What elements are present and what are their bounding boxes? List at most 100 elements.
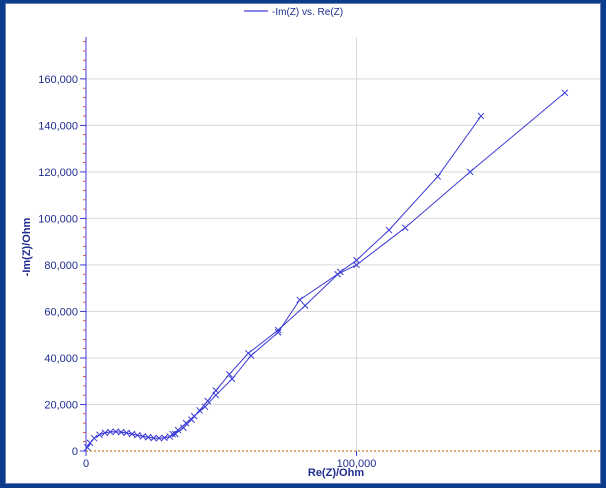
data-point <box>196 406 203 414</box>
data-point <box>150 434 157 442</box>
data-point <box>353 261 360 269</box>
marker-stroke <box>123 429 130 437</box>
marker-stroke <box>196 406 203 414</box>
data-point <box>188 416 195 423</box>
axes: 0 20,000 40,000 60,000 80,000 100,000 120,000 1… <box>38 37 600 470</box>
marker-stroke <box>128 430 136 438</box>
data-point <box>434 173 442 180</box>
marker-stroke <box>353 261 360 269</box>
chart-frame: 0 20,000 40,000 60,000 80,000 100,000 120,000 1… <box>5 3 601 484</box>
marker-stroke <box>296 296 304 304</box>
y-tick-label: 160,000 <box>38 74 78 86</box>
y-tick-label: 40,000 <box>44 353 78 365</box>
marker-stroke <box>334 270 341 278</box>
marker-stroke <box>228 375 236 383</box>
data-point <box>174 426 182 434</box>
data-point <box>144 433 152 441</box>
marker-stroke <box>117 428 125 436</box>
data-point <box>477 112 485 120</box>
marker-stroke <box>169 430 176 438</box>
marker-stroke <box>301 302 309 309</box>
data-point <box>83 444 91 451</box>
marker-stroke <box>144 433 152 441</box>
y-tick-label: 0 <box>72 446 78 458</box>
data-point <box>274 329 282 336</box>
marker-stroke <box>188 416 195 423</box>
marker-stroke <box>171 430 179 438</box>
marker-stroke <box>150 434 157 442</box>
y-tick-label: 120,000 <box>38 167 78 179</box>
marker-stroke <box>90 434 98 442</box>
y-tick-label: 140,000 <box>38 120 78 132</box>
y-axis-label: -Im(Z)/Ohm <box>21 217 33 276</box>
data-point <box>385 226 393 234</box>
x-tick-label: 0 <box>83 458 89 470</box>
marker-stroke <box>274 326 282 334</box>
marker-stroke <box>155 434 163 442</box>
data-point <box>106 428 114 436</box>
marker-stroke <box>226 370 233 378</box>
y-tick-label: 20,000 <box>44 399 78 411</box>
data-point <box>155 434 163 442</box>
marker-stroke <box>201 403 209 411</box>
data-point <box>128 430 136 438</box>
data-point <box>274 326 282 334</box>
marker-stroke <box>182 419 190 427</box>
marker-stroke <box>204 397 212 405</box>
marker-stroke <box>174 426 182 434</box>
data-point <box>466 168 474 176</box>
data-point <box>247 352 255 359</box>
data-point <box>561 89 569 97</box>
marker-stroke <box>180 424 187 432</box>
grid <box>86 37 600 451</box>
data-point <box>90 434 98 442</box>
data-point <box>296 296 304 304</box>
legend: -Im(Z) vs. Re(Z) <box>244 7 343 18</box>
marker-stroke <box>101 429 109 437</box>
data-point <box>112 428 120 436</box>
marker-stroke <box>466 168 474 176</box>
x-axis-label: Re(Z)/Ohm <box>308 467 364 479</box>
data-point <box>134 431 141 439</box>
data-point <box>190 412 198 420</box>
data-point <box>180 424 187 432</box>
marker-stroke <box>96 431 103 439</box>
data-point <box>401 224 409 232</box>
data-point <box>101 429 109 437</box>
data-point <box>201 403 209 411</box>
series-layer <box>83 89 569 451</box>
series-line <box>172 92 566 435</box>
marker-stroke <box>83 444 91 451</box>
data-point <box>161 434 168 442</box>
x-tick-label: 100,000 <box>337 458 377 470</box>
y-tick-label: 100,000 <box>38 213 78 225</box>
marker-stroke <box>139 432 147 440</box>
marker-stroke <box>190 412 198 420</box>
marker-stroke <box>106 428 114 436</box>
marker-stroke <box>401 224 409 232</box>
marker-stroke <box>274 329 282 336</box>
y-tick-label: 80,000 <box>44 260 78 272</box>
legend-label: -Im(Z) vs. Re(Z) <box>272 7 343 18</box>
data-point <box>212 391 220 399</box>
data-point <box>226 370 233 378</box>
marker-stroke <box>385 226 393 234</box>
marker-stroke <box>134 431 141 439</box>
marker-stroke <box>247 352 255 359</box>
marker-stroke <box>477 112 485 120</box>
y-tick-label: 60,000 <box>44 306 78 318</box>
data-point <box>96 431 103 439</box>
data-point <box>204 397 212 405</box>
data-point <box>171 430 179 438</box>
marker-stroke <box>561 89 569 97</box>
impedance-chart: 0 20,000 40,000 60,000 80,000 100,000 120,000 1… <box>21 7 600 479</box>
data-point <box>117 428 125 436</box>
data-point <box>139 432 147 440</box>
marker-stroke <box>434 173 442 180</box>
series-line <box>86 115 482 448</box>
data-point <box>169 430 176 438</box>
data-point <box>182 419 190 427</box>
data-point <box>334 270 341 278</box>
data-point <box>228 375 236 383</box>
marker-stroke <box>161 434 168 442</box>
